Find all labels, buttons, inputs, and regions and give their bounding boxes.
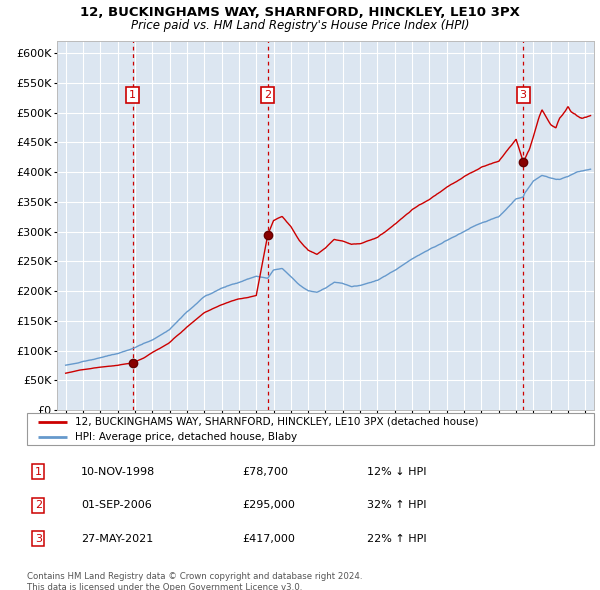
Text: £295,000: £295,000	[242, 500, 295, 510]
Text: HPI: Average price, detached house, Blaby: HPI: Average price, detached house, Blab…	[75, 432, 298, 442]
Text: 12, BUCKINGHAMS WAY, SHARNFORD, HINCKLEY, LE10 3PX (detached house): 12, BUCKINGHAMS WAY, SHARNFORD, HINCKLEY…	[75, 417, 479, 427]
Text: 2: 2	[35, 500, 42, 510]
Text: Contains HM Land Registry data © Crown copyright and database right 2024.
This d: Contains HM Land Registry data © Crown c…	[27, 572, 362, 590]
Text: £417,000: £417,000	[242, 534, 295, 544]
Text: 32% ↑ HPI: 32% ↑ HPI	[367, 500, 427, 510]
Text: £78,700: £78,700	[242, 467, 289, 477]
Text: 22% ↑ HPI: 22% ↑ HPI	[367, 534, 427, 544]
Text: 10-NOV-1998: 10-NOV-1998	[81, 467, 155, 477]
Text: Price paid vs. HM Land Registry's House Price Index (HPI): Price paid vs. HM Land Registry's House …	[131, 19, 469, 32]
Text: 27-MAY-2021: 27-MAY-2021	[81, 534, 153, 544]
Text: 3: 3	[520, 90, 527, 100]
Text: 12% ↓ HPI: 12% ↓ HPI	[367, 467, 427, 477]
Text: 12, BUCKINGHAMS WAY, SHARNFORD, HINCKLEY, LE10 3PX: 12, BUCKINGHAMS WAY, SHARNFORD, HINCKLEY…	[80, 6, 520, 19]
Text: 3: 3	[35, 534, 42, 544]
Text: 2: 2	[264, 90, 271, 100]
Text: 01-SEP-2006: 01-SEP-2006	[81, 500, 152, 510]
Text: 1: 1	[129, 90, 136, 100]
Text: 1: 1	[35, 467, 42, 477]
